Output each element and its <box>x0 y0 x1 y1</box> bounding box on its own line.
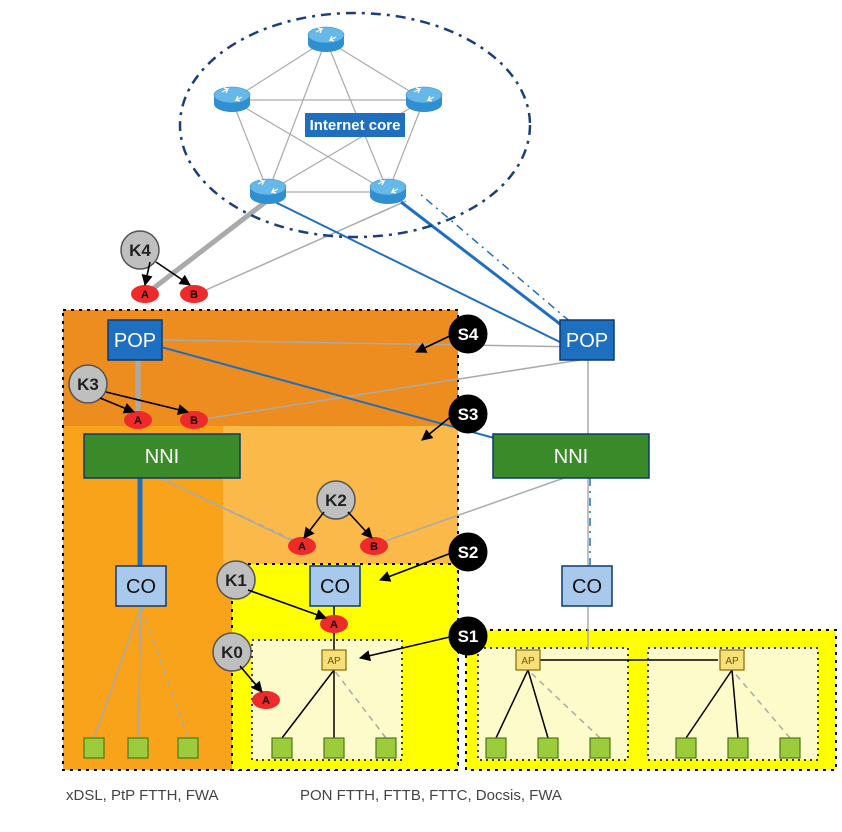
footer-text-0: xDSL, PtP FTTH, FWA <box>66 787 219 804</box>
box-pop-right-label: POP <box>566 330 608 352</box>
endpoint-0 <box>84 738 104 758</box>
k-label-K1: K1 <box>225 571 247 590</box>
endpoint-11 <box>780 738 800 758</box>
red-dot-k2-1-label: B <box>370 541 378 553</box>
box-nni-left-label: NNI <box>145 446 179 468</box>
endpoint-9 <box>676 738 696 758</box>
s-label-S1: S1 <box>458 627 479 646</box>
red-dot-k4-0-label: A <box>141 289 149 301</box>
k-label-K3: K3 <box>77 375 99 394</box>
endpoint-8 <box>590 738 610 758</box>
k-label-K0: K0 <box>221 643 243 662</box>
box-co-mid-label: CO <box>320 576 350 598</box>
router-icon-3 <box>250 179 286 204</box>
router-icon-2 <box>406 87 442 112</box>
k-label-K2: K2 <box>325 491 347 510</box>
s-label-S3: S3 <box>458 405 479 424</box>
footer-text-1: PON FTTH, FTTB, FTTC, Docsis, FWA <box>300 787 562 804</box>
box-co-left-label: CO <box>126 576 156 598</box>
s-label-S4: S4 <box>458 325 479 344</box>
endpoint-1 <box>128 738 148 758</box>
line-grey-0 <box>146 197 272 294</box>
endpoint-7 <box>538 738 558 758</box>
k-label-K4: K4 <box>129 241 151 260</box>
router-icon-4 <box>370 179 406 204</box>
red-dot-k0-0-label: A <box>262 695 270 707</box>
core-link-1-3 <box>232 100 268 192</box>
endpoint-10 <box>728 738 748 758</box>
red-dot-k4-1-label: B <box>190 289 198 301</box>
diagram-root: Internet core A B A B A B A A POP POP NNI NNI CO CO CO A… <box>0 0 842 832</box>
red-dot-k3-1-label: B <box>190 415 198 427</box>
endpoint-6 <box>486 738 506 758</box>
endpoint-3 <box>272 738 292 758</box>
red-dot-k3-0-label: A <box>134 415 142 427</box>
box-pop-left-label: POP <box>114 330 156 352</box>
router-icon-1 <box>214 87 250 112</box>
box-ap-r1-label: AP <box>521 656 535 667</box>
box-ap-r2-label: AP <box>725 656 739 667</box>
router-icon-0 <box>308 27 344 52</box>
red-dot-k1-0-label: A <box>330 619 338 631</box>
box-nni-right-label: NNI <box>554 446 588 468</box>
box-co-right-label: CO <box>572 576 602 598</box>
core-label-text: Internet core <box>310 117 401 134</box>
endpoint-4 <box>324 738 344 758</box>
red-dot-k2-0-label: A <box>298 541 306 553</box>
endpoint-2 <box>178 738 198 758</box>
endpoint-5 <box>376 738 396 758</box>
s-label-S2: S2 <box>458 543 479 562</box>
box-ap-mid-label: AP <box>327 656 341 667</box>
